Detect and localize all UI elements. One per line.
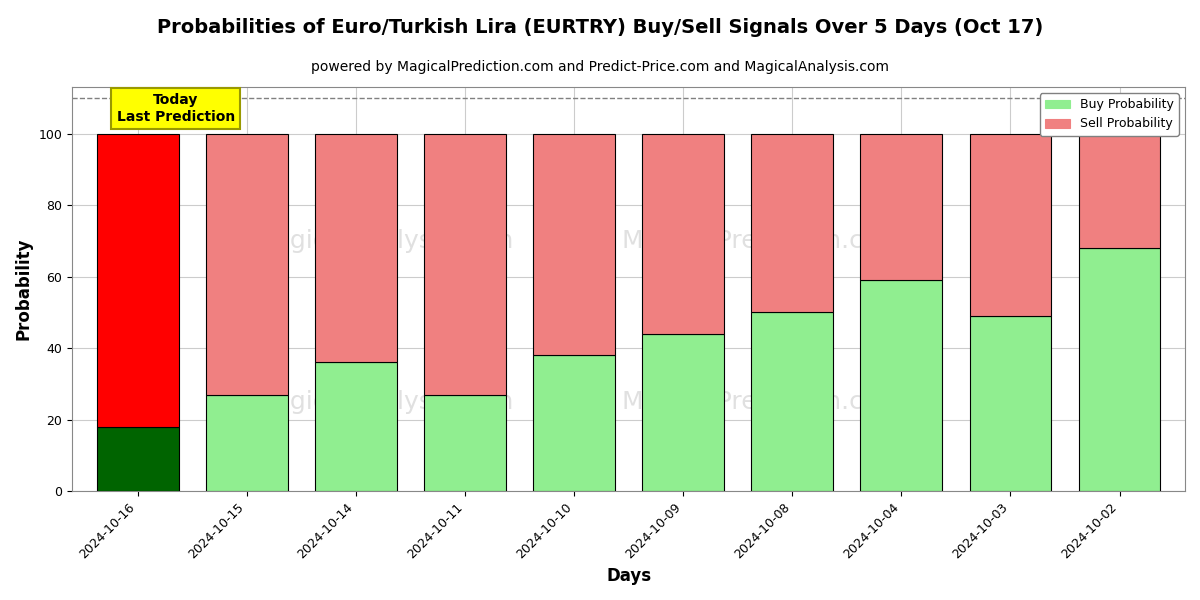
Y-axis label: Probability: Probability [16, 238, 34, 340]
Bar [314, 362, 397, 491]
Bar [642, 134, 724, 334]
Text: MagicalPrediction.com: MagicalPrediction.com [622, 391, 902, 415]
Bar [1079, 134, 1160, 248]
Text: Probabilities of Euro/Turkish Lira (EURTRY) Buy/Sell Signals Over 5 Days (Oct 17: Probabilities of Euro/Turkish Lira (EURT… [157, 18, 1043, 37]
Bar [860, 134, 942, 280]
Bar [642, 334, 724, 491]
Bar [533, 355, 614, 491]
Text: MagicalAnalysis.com: MagicalAnalysis.com [253, 229, 514, 253]
Bar [970, 316, 1051, 491]
Bar [424, 134, 506, 395]
Text: powered by MagicalPrediction.com and Predict-Price.com and MagicalAnalysis.com: powered by MagicalPrediction.com and Pre… [311, 60, 889, 74]
Legend: Buy Probability, Sell Probability: Buy Probability, Sell Probability [1040, 93, 1178, 136]
Bar [751, 134, 833, 313]
Text: MagicalAnalysis.com: MagicalAnalysis.com [253, 391, 514, 415]
Bar [314, 134, 397, 362]
Bar [533, 134, 614, 355]
Bar [970, 134, 1051, 316]
Bar [97, 427, 179, 491]
Bar [1079, 248, 1160, 491]
Text: MagicalPrediction.com: MagicalPrediction.com [622, 229, 902, 253]
Text: Today
Last Prediction: Today Last Prediction [116, 94, 235, 124]
Bar [860, 280, 942, 491]
Bar [206, 134, 288, 395]
Bar [206, 395, 288, 491]
Bar [97, 134, 179, 427]
Bar [424, 395, 506, 491]
Bar [751, 313, 833, 491]
X-axis label: Days: Days [606, 567, 652, 585]
